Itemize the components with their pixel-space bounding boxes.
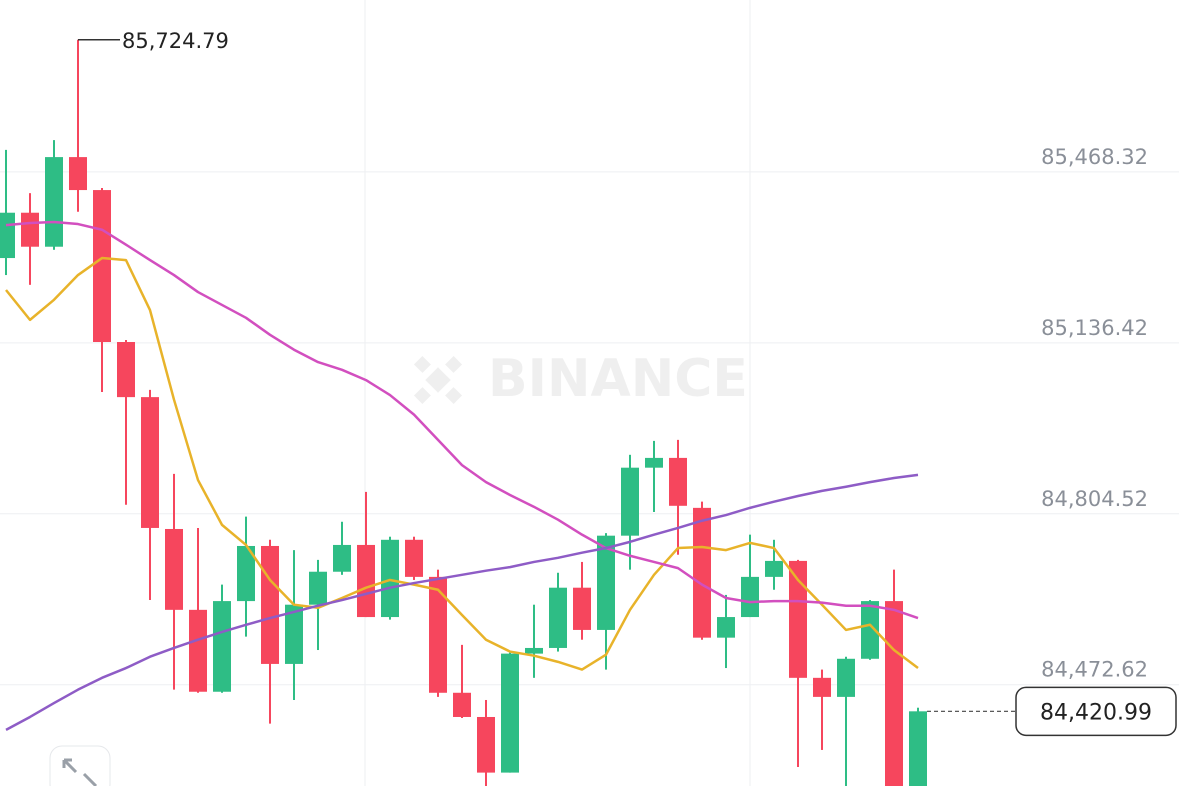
candle-body <box>861 601 879 659</box>
candle-body <box>309 571 327 605</box>
candle-body <box>597 535 615 630</box>
candle-body <box>0 212 15 259</box>
candle-body <box>429 576 447 693</box>
expand-glyph <box>62 758 98 786</box>
watermark: BINANCE <box>413 349 748 409</box>
plot <box>0 39 927 786</box>
candle-body <box>693 507 711 638</box>
last-price-box <box>1015 686 1177 737</box>
candle-body <box>909 711 927 786</box>
last-price-label: 84,420.99 <box>1040 700 1152 725</box>
candle-body <box>621 467 639 536</box>
candle-body <box>333 544 351 572</box>
ma-line <box>5 220 919 620</box>
candle-body <box>837 658 855 697</box>
candle-body <box>525 647 543 654</box>
grid: 85,468.32 85,136.42 84,804.52 84,472.62 <box>0 145 1179 686</box>
candle-body <box>69 157 87 191</box>
candle-body <box>789 560 807 678</box>
candle-body <box>93 190 111 343</box>
candle-body <box>717 617 735 638</box>
candle-body <box>237 545 255 602</box>
ma-line <box>5 256 919 671</box>
high-label: 85,724.79 <box>122 29 229 53</box>
candle-body <box>213 601 231 692</box>
candle-body <box>453 692 471 717</box>
candle-body <box>261 545 279 664</box>
candle-body <box>573 587 591 630</box>
watermark-text: BINANCE <box>488 349 748 409</box>
candle-body <box>45 157 63 247</box>
candle-body <box>405 539 423 577</box>
ma-line <box>5 473 919 731</box>
candle-body <box>165 528 183 610</box>
candle-body <box>765 560 783 577</box>
expand-button[interactable] <box>49 745 111 786</box>
candle-body <box>549 587 567 648</box>
candle-body <box>741 576 759 618</box>
candle-body <box>357 544 375 618</box>
y-tick-label: 85,468.32 <box>1041 145 1148 169</box>
expand-icon[interactable] <box>49 745 111 786</box>
candle-body <box>645 457 663 468</box>
y-tick-label: 85,136.42 <box>1041 316 1148 340</box>
candle-body <box>477 716 495 773</box>
candle-body <box>885 601 903 786</box>
candle-body <box>501 653 519 773</box>
y-tick-label: 84,804.52 <box>1041 487 1148 511</box>
candle-body <box>381 539 399 618</box>
candle-body <box>813 677 831 697</box>
candle-body <box>669 457 687 506</box>
candle-body <box>189 609 207 692</box>
candle-body <box>21 212 39 247</box>
overlay: 85,724.79 84,420.99 <box>78 29 1177 737</box>
candle-body <box>141 397 159 528</box>
y-tick-label: 84,472.62 <box>1041 658 1148 682</box>
candle-body <box>285 604 303 664</box>
candle-body <box>117 342 135 398</box>
